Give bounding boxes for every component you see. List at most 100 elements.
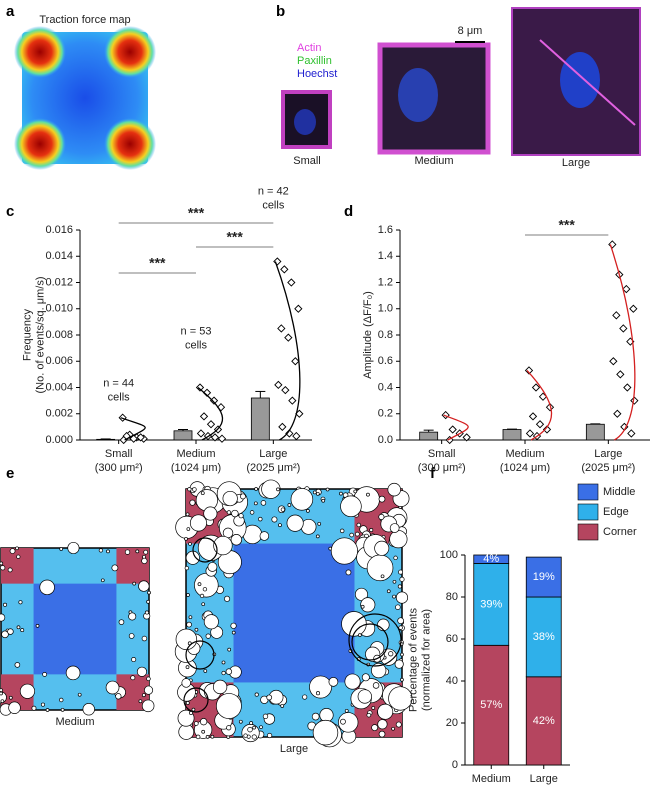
- event-circle: [348, 613, 402, 667]
- event-circle: [238, 719, 243, 724]
- data-point: [612, 311, 621, 320]
- n-label: cells: [262, 199, 285, 211]
- event-circle: [215, 693, 242, 719]
- legend-swatch: [577, 503, 599, 521]
- event-circle: [9, 548, 16, 554]
- value-label: 42%: [533, 715, 555, 727]
- event-circle: [258, 516, 263, 522]
- event-circle: [184, 536, 188, 541]
- event-circle: [254, 692, 259, 697]
- event-circle: [391, 726, 395, 731]
- data-point: [528, 412, 538, 421]
- event-circle: [377, 703, 394, 720]
- data-point: [291, 357, 300, 366]
- bar: [585, 423, 605, 441]
- event-circle: [200, 491, 205, 496]
- event-circle: [185, 701, 190, 705]
- event-circle: [132, 581, 137, 586]
- event-circle: [377, 719, 388, 730]
- event-circle: [354, 587, 369, 601]
- event-circle: [312, 719, 339, 746]
- event-circle: [261, 479, 281, 499]
- event-circle: [317, 521, 322, 526]
- event-circle: [340, 718, 346, 725]
- event-circle: [251, 734, 257, 740]
- event-circle: [378, 513, 385, 520]
- caption: Small: [293, 155, 321, 167]
- event-circle: [144, 610, 149, 615]
- y-tick-label: 0: [452, 759, 458, 771]
- data-point: [217, 434, 227, 443]
- n-label: n = 44: [103, 378, 134, 390]
- event-circle: [138, 580, 150, 592]
- y-tick-label: 1.4: [378, 250, 393, 262]
- event-circle: [243, 733, 248, 738]
- event-circle: [141, 635, 148, 642]
- event-circle: [187, 487, 192, 492]
- event-circle: [192, 537, 218, 563]
- event-circle: [8, 701, 21, 715]
- event-circle: [371, 706, 376, 710]
- x-tick-label: Large: [259, 448, 287, 460]
- y-tick-label: 1.6: [378, 224, 393, 236]
- y-tick-label: 0.012: [45, 276, 73, 288]
- event-circle: [287, 503, 292, 507]
- y-tick-label: 0.002: [45, 408, 73, 420]
- n-label: cells: [108, 392, 131, 404]
- legend-label: Edge: [603, 506, 629, 518]
- event-circle: [366, 554, 394, 582]
- event-circle: [360, 604, 365, 609]
- event-circle: [213, 535, 233, 556]
- panel-label: b: [276, 3, 285, 20]
- event-circle: [222, 490, 238, 507]
- cell-map: [0, 541, 155, 716]
- bar: [419, 431, 439, 441]
- bar-segment: [525, 676, 562, 766]
- event-circle: [19, 683, 36, 699]
- traction-map: [14, 26, 156, 170]
- event-circle: [344, 708, 349, 713]
- event-circle: [201, 602, 206, 607]
- caption: Large: [280, 743, 308, 755]
- bar: [502, 429, 522, 441]
- x-tick-note: (1024 μm): [500, 462, 550, 474]
- event-circle: [262, 713, 269, 720]
- event-circle: [345, 569, 352, 576]
- event-circle: [311, 712, 320, 721]
- data-point: [524, 366, 534, 375]
- event-circle: [392, 579, 397, 584]
- event-circle: [192, 487, 197, 492]
- event-circle: [203, 669, 208, 673]
- x-tick-note: (2025 μm²): [581, 462, 635, 474]
- significance-label: ***: [226, 229, 243, 245]
- legend-label: Corner: [603, 526, 637, 538]
- event-circle: [199, 718, 208, 726]
- event-circle: [338, 712, 359, 733]
- data-point: [213, 425, 223, 434]
- y-axis-label: (normalized for area): [420, 609, 432, 711]
- legend-label: Middle: [603, 486, 635, 498]
- legend-label: Paxillin: [297, 55, 332, 67]
- event-circle: [194, 627, 199, 632]
- event-circle: [3, 602, 8, 607]
- caption: Medium: [414, 155, 453, 167]
- event-circle: [128, 633, 135, 639]
- event-circle: [366, 492, 370, 497]
- event-circle: [369, 528, 374, 533]
- data-point: [623, 383, 632, 392]
- data-point: [118, 413, 127, 422]
- event-circle: [328, 677, 339, 687]
- data-point: [196, 429, 206, 438]
- data-point: [288, 396, 297, 405]
- y-tick-label: 0.016: [45, 224, 73, 236]
- event-circle: [178, 724, 195, 740]
- event-circle: [128, 612, 137, 621]
- data-point: [206, 420, 216, 429]
- event-circle: [115, 693, 122, 700]
- event-circle: [231, 630, 236, 635]
- event-circle: [35, 624, 40, 628]
- event-circle: [389, 523, 400, 533]
- data-point: [129, 434, 138, 443]
- event-circle: [253, 501, 258, 506]
- event-circle: [7, 567, 13, 573]
